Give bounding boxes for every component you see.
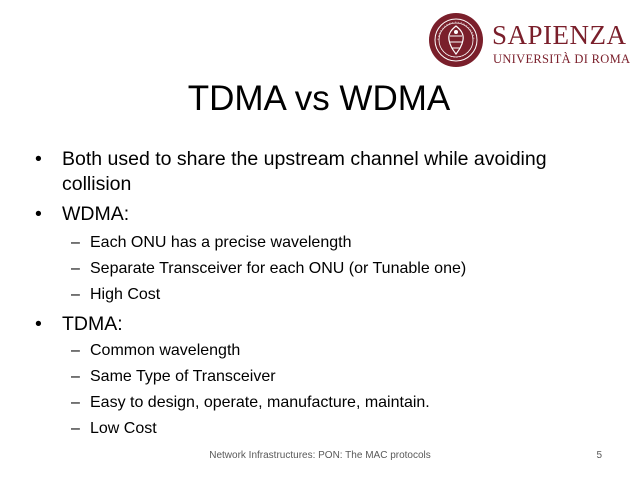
sub-bullet: – Separate Transceiver for each ONU (or … <box>71 258 467 280</box>
university-seal-icon <box>429 13 483 67</box>
bullet-tdma: • TDMA: <box>35 312 123 337</box>
sub-bullet-text: Separate Transceiver for each ONU (or Tu… <box>90 260 467 277</box>
bullet-dot-icon: • <box>35 148 42 170</box>
sub-bullet: – Common wavelength <box>71 340 241 362</box>
bullet-wdma: • WDMA: <box>35 202 130 227</box>
sub-bullet-text: Easy to design, operate, manufacture, ma… <box>90 394 430 411</box>
sub-bullet-text: Common wavelength <box>90 342 241 359</box>
sub-bullet-text: Each ONU has a precise wavelength <box>90 234 352 251</box>
footer-text: Network Infrastructures: PON: The MAC pr… <box>209 450 431 461</box>
bullet-shared-upstream: • Both used to share the upstream channe… <box>35 147 547 172</box>
bullet-dot-icon: • <box>35 203 42 225</box>
dash-icon: – <box>71 394 80 411</box>
bullet-text: TDMA: <box>62 313 123 335</box>
dash-icon: – <box>71 342 80 359</box>
slide-title: TDMA vs WDMA <box>187 79 451 118</box>
sub-bullet: – Low Cost <box>71 418 157 440</box>
brand-subtitle: Università di Roma <box>493 52 631 66</box>
dash-icon: – <box>71 260 80 277</box>
dash-icon: – <box>71 420 80 437</box>
sub-bullet-text: Same Type of Transceiver <box>90 368 276 385</box>
brand-name: Sapienza <box>492 20 627 50</box>
dash-icon: – <box>71 368 80 385</box>
sub-bullet: – Easy to design, operate, manufacture, … <box>71 392 430 414</box>
dash-icon: – <box>71 234 80 251</box>
bullet-dot-icon: • <box>35 313 42 335</box>
bullet-text: Both used to share the upstream channel … <box>62 148 547 170</box>
bullet-continuation: collision <box>62 172 131 197</box>
sub-bullet-text: High Cost <box>90 286 161 303</box>
dash-icon: – <box>71 286 80 303</box>
bullet-text: WDMA: <box>62 203 130 225</box>
sub-bullet: – Same Type of Transceiver <box>71 366 276 388</box>
sub-bullet: – Each ONU has a precise wavelength <box>71 232 352 254</box>
sapienza-logo: Sapienza Università di Roma <box>428 12 631 70</box>
sub-bullet: – High Cost <box>71 284 161 306</box>
sub-bullet-text: Low Cost <box>90 420 157 437</box>
bullet-continuation-text: collision <box>62 173 132 195</box>
page-number: 5 <box>596 450 602 461</box>
